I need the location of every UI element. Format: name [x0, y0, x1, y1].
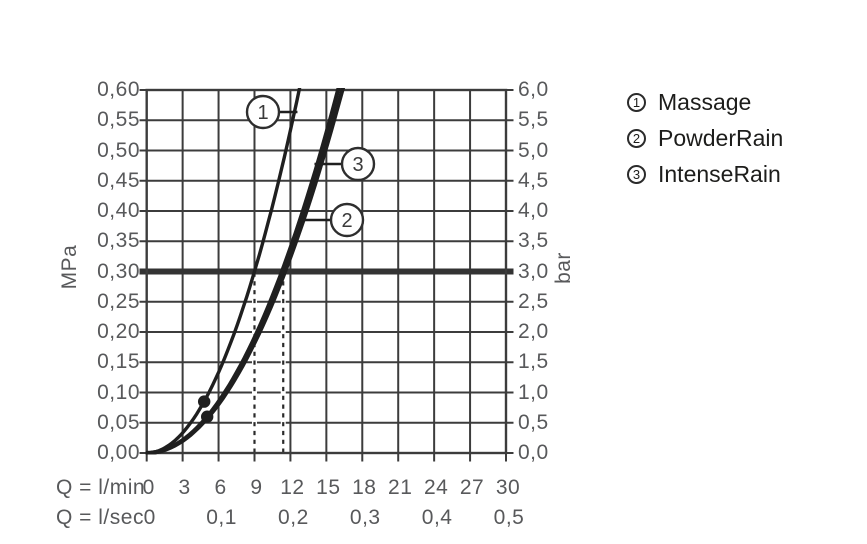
y-right-tick-label: 5,5 — [518, 108, 549, 132]
x-lmin-tick-label: 30 — [495, 476, 521, 499]
y-left-tick-label: 0,55 — [97, 108, 140, 132]
annotation-circle-2 — [329, 202, 365, 238]
x-lmin-tick-label: 24 — [423, 476, 449, 499]
x-lsec-tick-label: 0,2 — [278, 506, 309, 529]
x-lmin-tick-label: 18 — [352, 476, 377, 499]
y-left-tick-label: 0,10 — [97, 380, 140, 404]
y-right-tick-label: 4,5 — [518, 168, 549, 192]
x-axis-lsec-label: Q = l/sec — [56, 506, 144, 529]
curve-series-3 — [145, 88, 341, 455]
y-right-tick-label: 3,5 — [518, 229, 549, 253]
x-lmin-tick-label: 21 — [388, 476, 413, 499]
y-left-tick-label: 0,05 — [97, 410, 140, 434]
plot-frame — [145, 88, 508, 455]
x-lmin-tick-label: 27 — [459, 476, 485, 499]
y-left-tick-label: 0,60 — [97, 78, 140, 101]
x-lmin-tick-label: 9 — [250, 476, 263, 499]
legend-number-icon: 2 — [627, 128, 646, 148]
x-lmin-tick-label: 12 — [280, 476, 305, 499]
x-lmin-tick-label: 15 — [316, 476, 341, 499]
x-lmin-tick-label: 0 — [142, 476, 155, 499]
annotation-circle-1 — [245, 94, 281, 130]
y-right-tick-label: 2,0 — [518, 320, 549, 343]
y-left-tick-label: 0,15 — [97, 350, 140, 374]
legend-item-intenserain: 3 IntenseRain — [627, 156, 783, 192]
y-left-tick-label: 0,30 — [97, 259, 140, 283]
marker-dot-series-1 — [197, 395, 211, 408]
y-left-tick-label: 0,00 — [97, 441, 140, 464]
y-right-tick-label: 5,0 — [518, 138, 549, 162]
x-lsec-tick-label: 0,3 — [349, 506, 381, 529]
y-axis-left-unit: MPa — [58, 244, 81, 290]
y-right-tick-label: 0,0 — [518, 441, 549, 464]
y-left-tick-label: 0,35 — [97, 229, 140, 253]
legend-number-icon: 1 — [627, 92, 646, 112]
legend-label: Massage — [658, 88, 752, 115]
legend-number-icon: 3 — [627, 164, 646, 184]
y-right-tick-label: 3,0 — [518, 259, 549, 283]
y-left-tick-label: 0,20 — [97, 320, 140, 343]
x-axis-lmin-label: Q = l/min — [56, 476, 146, 499]
x-lsec-tick-label: 0,1 — [206, 506, 237, 529]
legend-label: IntenseRain — [658, 160, 781, 187]
marker-dot-series-3 — [200, 410, 214, 423]
y-right-tick-label: 6,0 — [518, 78, 549, 101]
y-left-tick-label: 0,45 — [97, 168, 140, 192]
y-right-tick-label: 1,5 — [518, 350, 549, 374]
curve-series-2 — [145, 88, 346, 455]
y-right-tick-label: 1,0 — [518, 380, 549, 404]
y-right-tick-label: 0,5 — [518, 410, 549, 434]
x-lmin-tick-label: 6 — [214, 476, 227, 499]
y-left-tick-label: 0,25 — [97, 289, 140, 313]
y-axis-right-unit: bar — [552, 252, 575, 284]
legend-item-massage: 1 Massage — [627, 84, 783, 120]
annotation-number-1: 1 — [257, 102, 268, 124]
legend-label: PowderRain — [658, 124, 784, 151]
y-left-tick-label: 0,40 — [97, 199, 140, 222]
y-right-tick-label: 4,0 — [518, 199, 549, 222]
annotation-circle-3 — [340, 146, 376, 182]
annotation-number-2: 2 — [341, 210, 352, 232]
x-lsec-tick-label: 0 — [143, 506, 156, 529]
legend-item-powderrain: 2 PowderRain — [627, 120, 783, 156]
x-lsec-tick-label: 0,5 — [493, 506, 525, 529]
legend: 1 Massage 2 PowderRain 3 IntenseRain — [627, 84, 783, 192]
x-lsec-tick-label: 0,4 — [421, 506, 453, 529]
y-left-tick-label: 0,50 — [97, 138, 140, 162]
curve-series-1 — [145, 88, 302, 455]
x-lmin-tick-label: 3 — [178, 476, 191, 499]
annotation-number-3: 3 — [352, 154, 363, 176]
y-right-tick-label: 2,5 — [518, 289, 549, 313]
